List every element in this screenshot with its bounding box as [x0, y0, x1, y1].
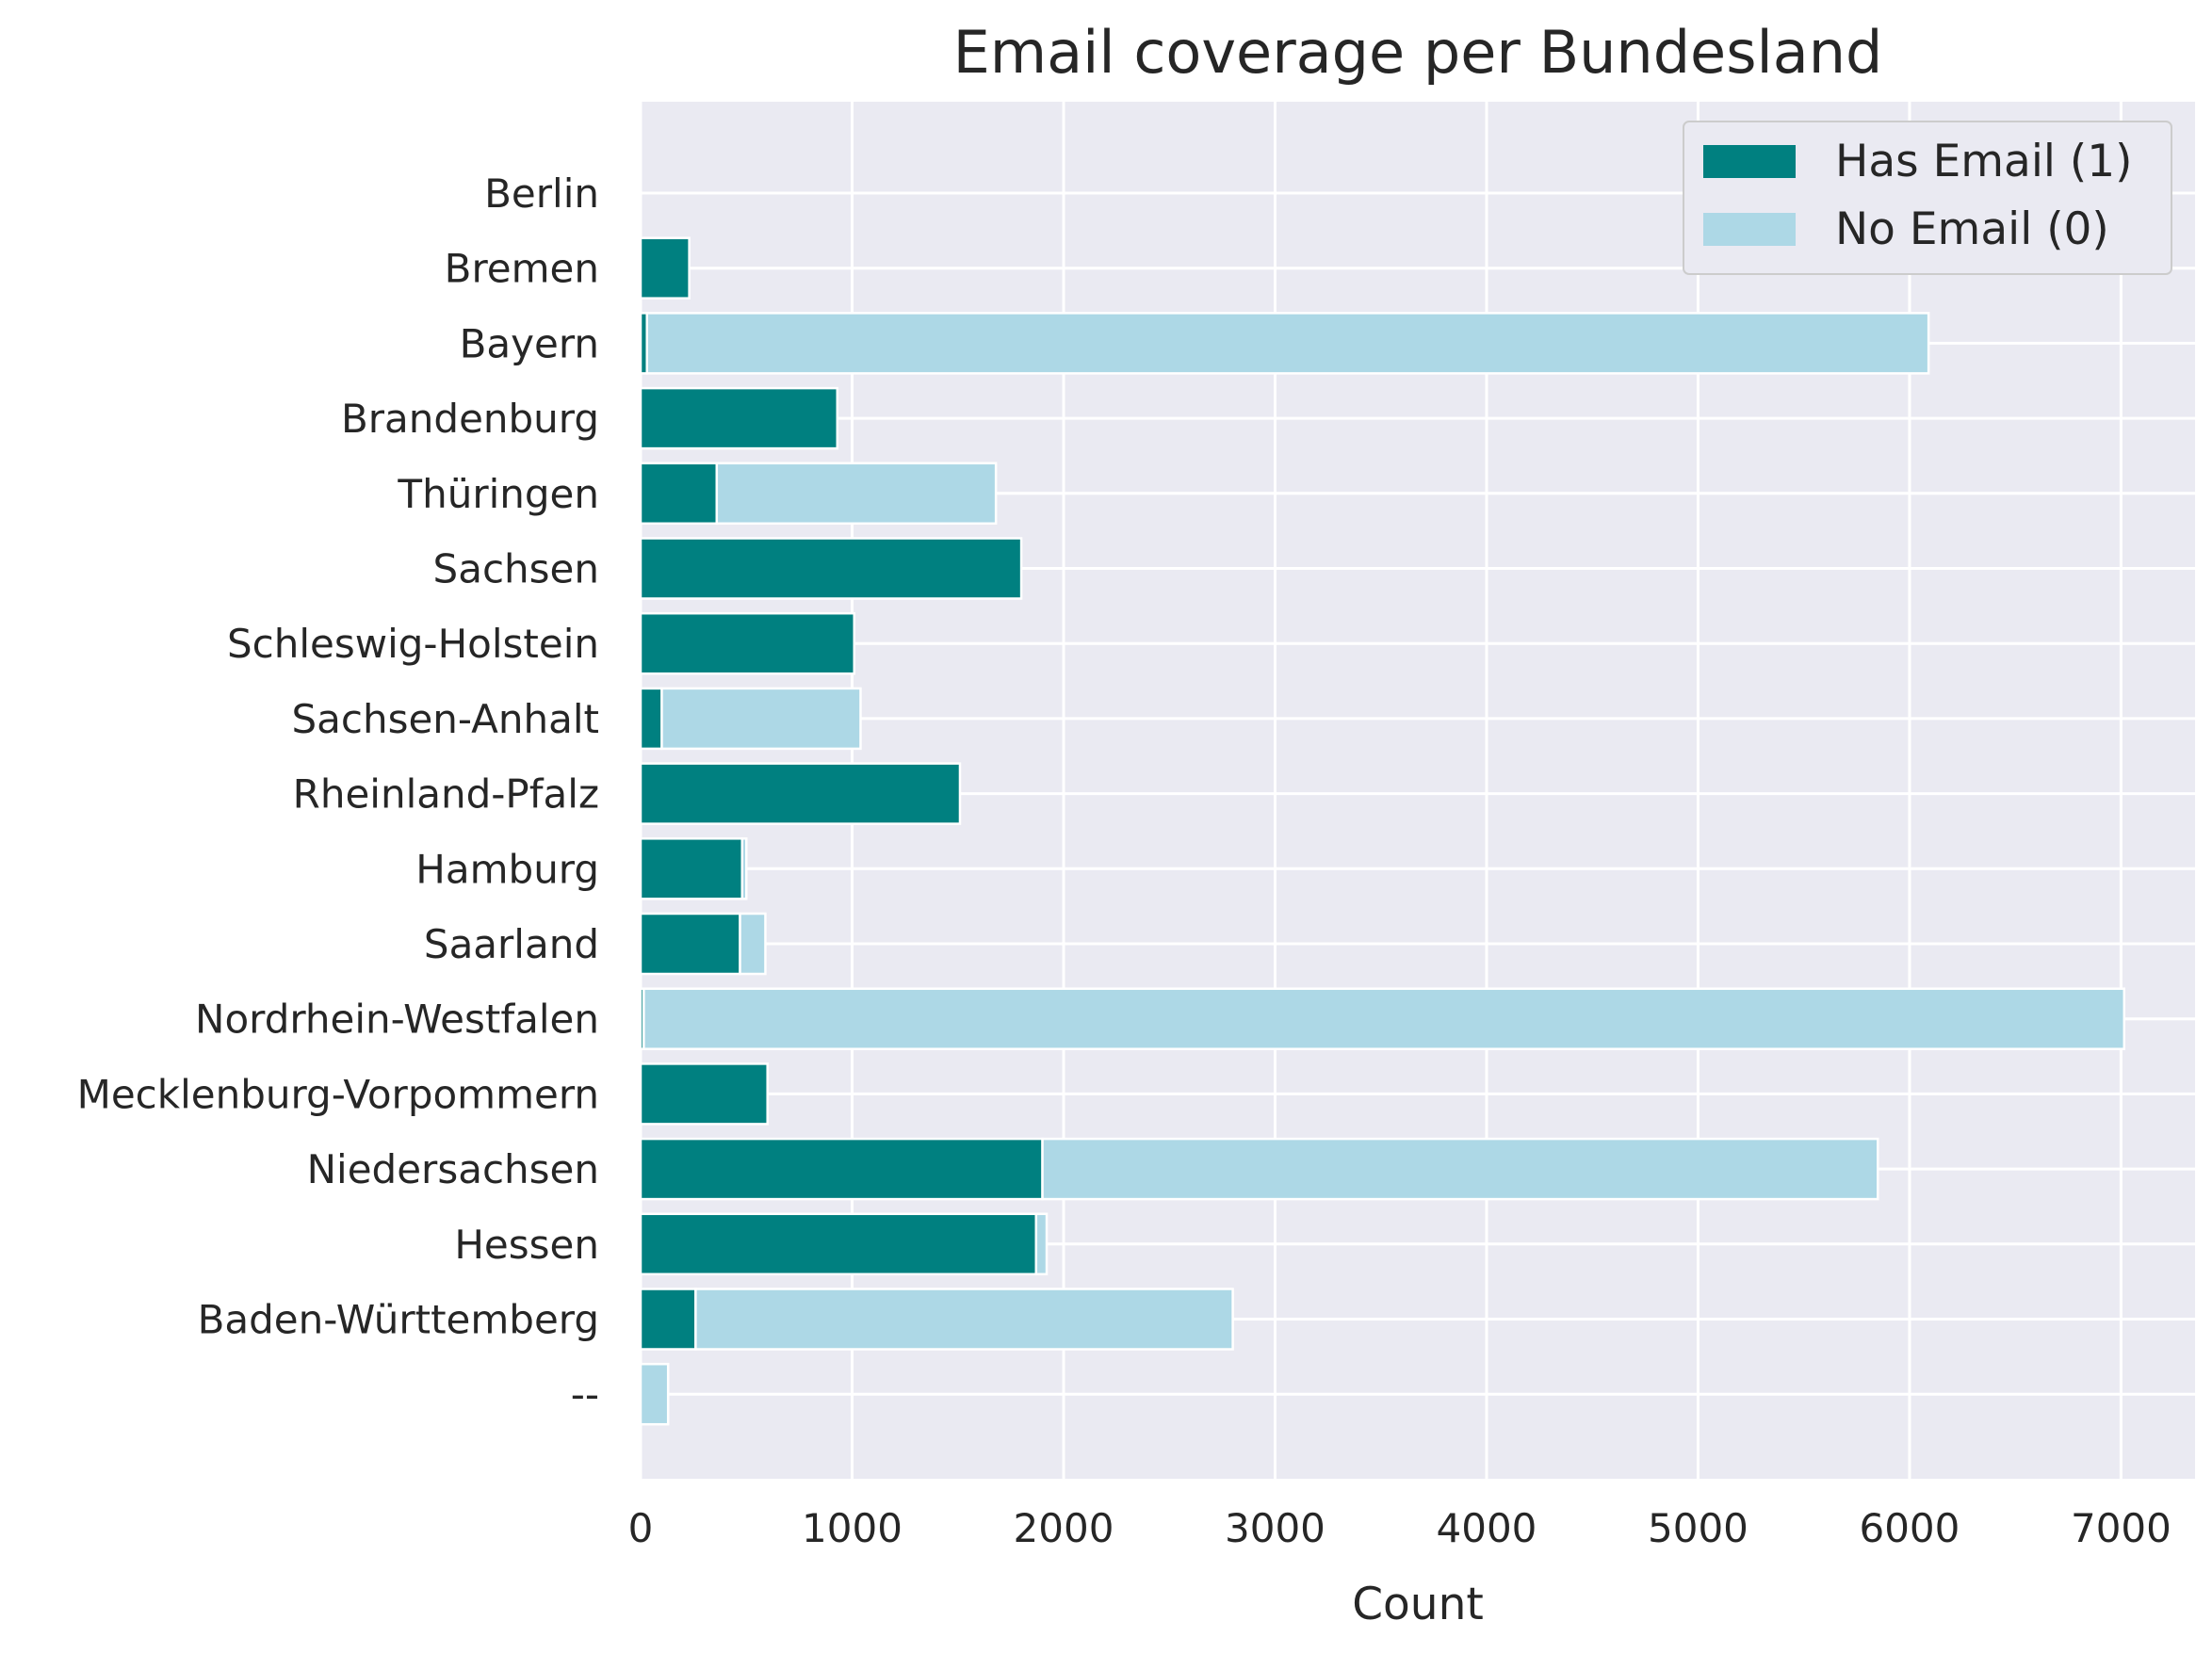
bar-saarland-has-email [639, 912, 741, 976]
legend: Has Email (1) No Email (0) [1683, 121, 2172, 275]
bar-nordrhein-westfalen-no-email [642, 987, 2126, 1050]
x-tick-label-2000: 2000 [1014, 1505, 1114, 1551]
y-tick-label-baden-wuerttemberg: Baden-Württemberg [198, 1297, 599, 1343]
bar-bremen-has-email [639, 236, 691, 300]
y-tick-label-berlin: Berlin [484, 170, 599, 217]
y-tick-label-nordrhein-westfalen: Nordrhein-Westfalen [195, 997, 599, 1043]
bar-sachsen-anhalt-no-email [660, 687, 862, 751]
y-tick-label-sachsen: Sachsen [433, 546, 599, 592]
x-tick-label-4000: 4000 [1437, 1505, 1537, 1551]
y-tick-label-saarland: Saarland [424, 921, 599, 967]
y-tick-label-rheinland-pfalz: Rheinland-Pfalz [293, 771, 599, 818]
legend-swatch-no-email [1703, 213, 1796, 246]
bar-saarland-no-email [739, 912, 767, 976]
bar-thueringen-has-email [639, 462, 719, 526]
bar-brandenburg-has-email [639, 386, 839, 450]
bar-baden-wuerttemberg-has-email [639, 1288, 697, 1351]
bar-niedersachsen-has-email [639, 1137, 1044, 1201]
y-tick-label-mecklenburg-vorpommern: Mecklenburg-Vorpommern [77, 1071, 599, 1117]
bar-hamburg-has-email [639, 837, 744, 900]
bar-niedersachsen-no-email [1041, 1137, 1879, 1201]
y-tick-labels: Berlin Bremen Bayern Brandenburg Thüringen Sa… [77, 170, 599, 1418]
y-tick-label-niedersachsen: Niedersachsen [307, 1146, 599, 1192]
bars [639, 236, 2126, 1426]
bar-thueringen-no-email [715, 462, 998, 526]
y-tick-label-thueringen: Thüringen [397, 471, 599, 517]
x-axis-label: Count [1352, 1579, 1484, 1630]
bar-rheinland-pfalz-has-email [639, 762, 962, 825]
y-tick-label-brandenburg: Brandenburg [341, 396, 599, 442]
bar-hessen-has-email [639, 1212, 1038, 1276]
x-tick-label-1000: 1000 [802, 1505, 903, 1551]
bar-hamburg-no-email [740, 837, 748, 900]
y-tick-label-sachsen-anhalt: Sachsen-Anhalt [291, 696, 599, 742]
y-tick-label-hamburg: Hamburg [415, 846, 599, 892]
y-tick-label-bremen: Bremen [445, 246, 599, 292]
bar-mecklenburg-vorpommern-has-email [639, 1062, 769, 1126]
y-tick-label-none: -- [571, 1371, 599, 1418]
x-tick-label-3000: 3000 [1225, 1505, 1326, 1551]
y-tick-label-schleswig-holstein: Schleswig-Holstein [227, 621, 599, 667]
x-tick-label-5000: 5000 [1648, 1505, 1748, 1551]
legend-box [1683, 121, 2172, 275]
bar-none-no-email [639, 1362, 670, 1426]
x-tick-label-7000: 7000 [2071, 1505, 2171, 1551]
bar-schleswig-holstein-has-email [639, 611, 855, 675]
chart-title: Email coverage per Bundesland [953, 18, 1883, 87]
legend-label-has-email: Has Email (1) [1835, 136, 2132, 187]
y-tick-label-hessen: Hessen [454, 1222, 599, 1268]
bar-sachsen-has-email [639, 537, 1023, 600]
x-tick-label-6000: 6000 [1859, 1505, 1960, 1551]
bar-sachsen-anhalt-has-email [639, 687, 663, 751]
legend-label-no-email: No Email (0) [1835, 203, 2109, 255]
bar-hessen-no-email [1034, 1212, 1049, 1276]
x-tick-labels: 0 1000 2000 3000 4000 5000 6000 7000 [628, 1505, 2171, 1551]
legend-swatch-has-email [1703, 145, 1796, 178]
bar-baden-wuerttemberg-no-email [694, 1288, 1234, 1351]
bar-bayern-no-email [645, 312, 1930, 375]
x-tick-label-0: 0 [628, 1505, 654, 1551]
y-tick-label-bayern: Bayern [460, 320, 599, 366]
